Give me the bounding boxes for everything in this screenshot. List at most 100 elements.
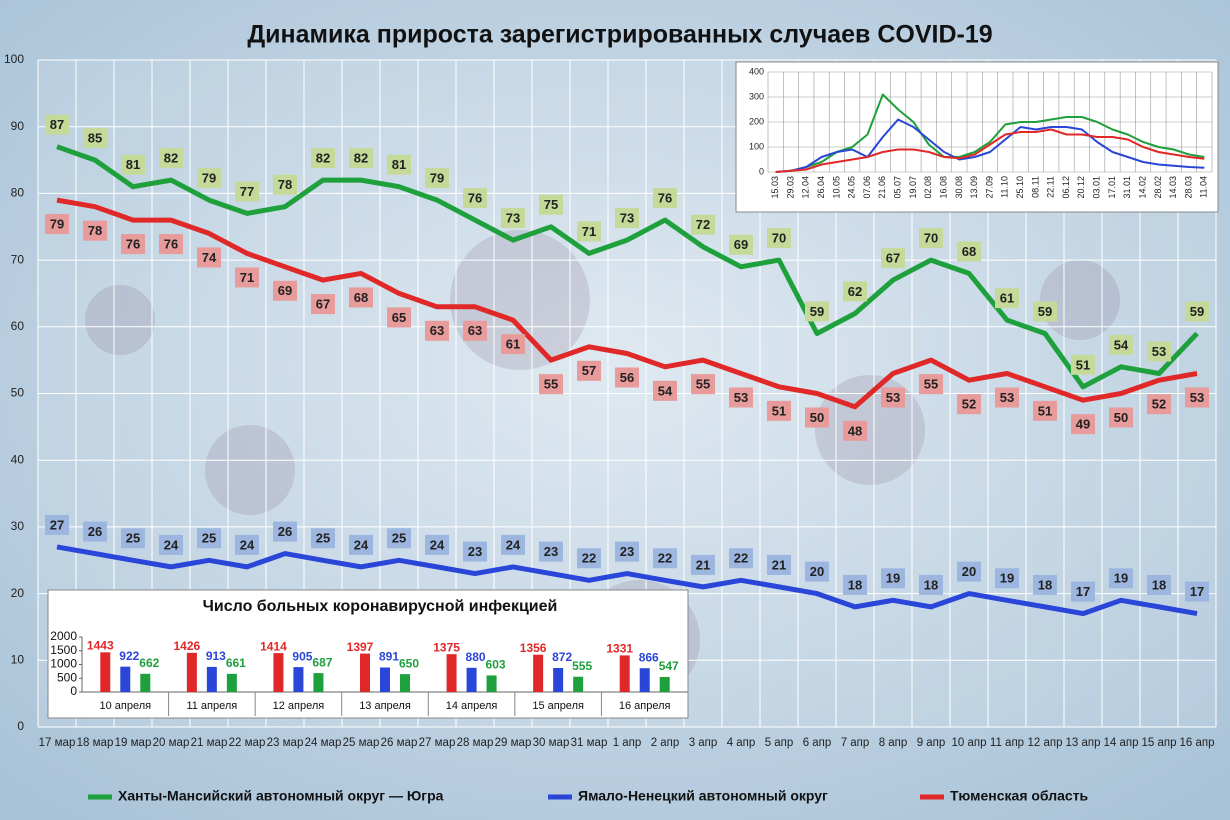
x-tick-label: 17 мар <box>38 737 76 749</box>
data-label-box <box>197 247 221 268</box>
legend-label: Ханты-Мансийский автономный округ — Югра <box>118 788 444 804</box>
data-label: 21 <box>772 557 786 572</box>
x-tick-label: 22.11 <box>1046 176 1056 198</box>
data-label-box <box>615 208 639 229</box>
y-tick-label: 100 <box>749 141 764 151</box>
data-label: 77 <box>240 184 254 199</box>
y-tick-label: 100 <box>4 52 24 66</box>
x-tick-label: 14.03 <box>1168 176 1178 199</box>
data-label: 880 <box>466 650 486 664</box>
x-tick-label-box: 24 мар <box>305 737 342 749</box>
data-label-box <box>691 214 715 235</box>
data-label: 82 <box>164 150 178 165</box>
x-tick-label: 20 мар <box>152 737 190 749</box>
x-tick-label-box: 19 мар <box>114 737 152 749</box>
x-tick-label: 11.04 <box>1199 176 1209 198</box>
x-tick-label: 1 апр <box>612 737 642 749</box>
data-label-box <box>273 174 297 195</box>
data-label: 18 <box>1152 577 1166 592</box>
x-tick-label: 25.10 <box>1015 176 1025 199</box>
x-tick-label-box: 28 мар <box>457 737 494 749</box>
data-label: 24 <box>354 537 369 552</box>
data-label: 24 <box>240 537 255 552</box>
data-label: 61 <box>1000 291 1014 306</box>
data-label: 19 <box>1114 571 1128 586</box>
y-tick-label: 50 <box>11 386 25 400</box>
data-label-box <box>45 214 69 235</box>
bar <box>553 668 564 692</box>
data-label: 82 <box>316 150 330 165</box>
data-label: 1375 <box>433 640 460 654</box>
bar <box>273 653 284 692</box>
bar <box>206 666 217 692</box>
y-tick-label: 0 <box>17 719 24 733</box>
data-label: 54 <box>658 383 673 398</box>
x-tick-label-box: 17 мар <box>38 737 76 749</box>
y-tick-label: 70 <box>11 252 25 266</box>
x-tick-label: 21 мар <box>190 737 228 749</box>
x-tick-label: 28.02 <box>1153 176 1163 199</box>
data-label-box <box>843 281 867 302</box>
data-label-box <box>45 114 69 135</box>
data-label-box <box>501 534 525 555</box>
data-label: 25 <box>126 531 140 546</box>
x-tick-label-box: 9 апр <box>917 737 946 749</box>
bar <box>100 652 111 692</box>
data-label: 51 <box>772 403 786 418</box>
x-tick-label: 12 апр <box>1027 737 1063 749</box>
data-label-box <box>995 288 1019 309</box>
x-tick-label: 19 мар <box>114 737 152 749</box>
data-label: 913 <box>206 649 226 663</box>
data-label-box <box>995 387 1019 408</box>
data-label-box <box>387 154 411 175</box>
bar <box>226 673 237 692</box>
x-tick-label: 21.06 <box>877 176 887 199</box>
data-label: 53 <box>886 390 900 405</box>
x-tick-label-box: 25 мар <box>343 737 380 749</box>
x-tick-label: 28.03 <box>1183 176 1193 199</box>
series-line <box>56 197 1198 410</box>
data-label: 18 <box>848 577 862 592</box>
data-label: 65 <box>392 310 406 325</box>
data-label-box <box>881 387 905 408</box>
data-label-box <box>387 307 411 328</box>
x-tick-label-box: 16 апр <box>1179 737 1214 749</box>
data-label-box <box>1185 301 1209 322</box>
x-tick-label-box: 1 апр <box>612 737 642 749</box>
bar <box>313 673 324 692</box>
data-label: 872 <box>552 650 572 664</box>
y-tick-label: 1500 <box>50 643 77 657</box>
data-label: 1426 <box>174 639 201 653</box>
data-label: 17 <box>1190 584 1204 599</box>
x-tick-label-box: 23 мар <box>267 737 304 749</box>
x-tick-label: 12.04 <box>801 176 811 199</box>
data-label: 866 <box>639 650 659 664</box>
x-tick-label: 30.08 <box>954 176 964 199</box>
x-tick-label-box: 2 апр <box>651 737 680 749</box>
y-tick-label: 1000 <box>50 657 77 671</box>
data-label: 22 <box>734 551 748 566</box>
data-label: 23 <box>468 544 482 559</box>
data-label: 73 <box>620 211 634 226</box>
data-label-box <box>691 554 715 575</box>
data-label: 87 <box>50 117 64 132</box>
data-label-box <box>957 394 981 415</box>
bar <box>140 673 151 692</box>
x-tick-label: 14 апр <box>1103 737 1139 749</box>
x-tick-label-box: 6 апр <box>803 737 832 749</box>
data-label-box <box>425 534 449 555</box>
data-label: 53 <box>1000 390 1014 405</box>
data-label: 67 <box>316 297 330 312</box>
data-label: 687 <box>312 655 332 669</box>
data-label: 1414 <box>260 639 287 653</box>
data-label-box <box>1147 341 1171 362</box>
data-label-box <box>159 148 183 169</box>
x-tick-label: 12 апреля <box>273 700 325 712</box>
bar <box>120 666 131 692</box>
data-label-box <box>1033 301 1057 322</box>
data-label: 650 <box>399 656 419 670</box>
bar <box>659 676 670 692</box>
x-tick-label-box: 12 апр <box>1027 737 1063 749</box>
x-tick-label: 29 мар <box>494 737 532 749</box>
x-tick-label-box: 14 апр <box>1103 737 1139 749</box>
